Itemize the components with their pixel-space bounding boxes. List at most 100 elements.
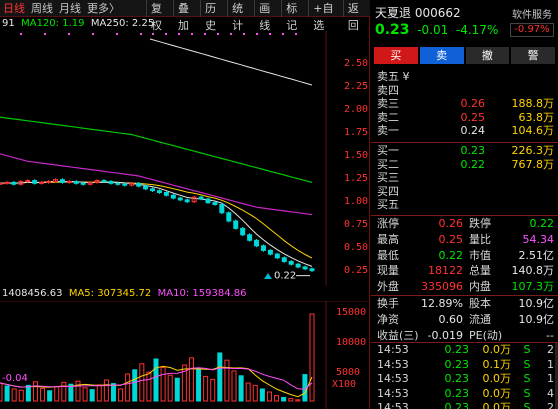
bid-row[interactable]: 买二 0.22 767.8万 (371, 158, 558, 172)
overlay-button[interactable]: 叠加 (173, 0, 200, 32)
volume-bar (309, 313, 315, 402)
marker-dot (230, 33, 232, 35)
tick-count: 2 (547, 343, 554, 356)
chart-area[interactable]: 日线 周线 月线 更多〉 复权 叠加 历史 统计 画线 标记 +自选 返回 91… (0, 0, 370, 409)
sector-change-badge: -0.97% (510, 23, 554, 37)
volume-bar (139, 363, 145, 402)
price-axis-tick: 0.25 (344, 265, 368, 276)
tick-count: 4 (547, 386, 554, 400)
ma250-label: MA250: 2.25 (90, 18, 155, 29)
stats-button[interactable]: 统计 (227, 0, 254, 32)
back-button[interactable]: 返回 (342, 0, 370, 32)
tab-monthly[interactable]: 月线 (59, 2, 81, 15)
event-marker-icon[interactable] (264, 273, 272, 279)
stat-value: 0.22 (529, 217, 555, 230)
volume-bar (0, 382, 3, 402)
candle (101, 180, 107, 183)
volume-bar (188, 357, 194, 402)
tick-row[interactable]: 14:53 0.23 0.1万 S 1 (371, 358, 558, 373)
ask-volume: 104.6万 (511, 124, 555, 138)
stat-label: 换手 (377, 296, 399, 310)
candle (309, 268, 315, 272)
volume-bar (203, 375, 209, 402)
tick-row[interactable]: 14:53 0.23 0.0万 S 2 (371, 401, 558, 409)
candle (240, 227, 246, 236)
stat-value: 107.3万 (511, 280, 555, 294)
price-change-pct: -4.17% (455, 23, 499, 37)
stat-label: 最高 (377, 232, 399, 246)
candle (129, 182, 135, 186)
tick-price: 0.23 (444, 357, 470, 371)
volume-bottom-label: -0.04 (2, 373, 28, 384)
price-axis-tick: 1.00 (344, 196, 368, 207)
ask-row[interactable]: 卖三 0.26 188.8万 (371, 97, 558, 111)
ask-row[interactable]: 卖四 (371, 84, 558, 98)
volume-bar (259, 388, 265, 402)
tick-row[interactable]: 14:53 0.23 0.0万 S 2 (371, 343, 558, 358)
tick-list[interactable]: 14:53 0.23 0.0万 S 2 14:53 0.23 0.1万 S 1 14:53 0.23 0… (371, 343, 558, 409)
book-divider (371, 142, 558, 143)
volume-bar (110, 383, 116, 402)
history-button[interactable]: 历史 (200, 0, 227, 32)
tick-price: 0.23 (444, 343, 470, 356)
tick-time: 14:53 (377, 372, 409, 385)
stat-value: 140.8万 (511, 264, 555, 278)
volume-bar (167, 374, 173, 402)
stat-row: 外盘 335096 内盘 107.3万 (371, 279, 558, 295)
tick-row[interactable]: 14:53 0.23 0.0万 S 1 (371, 372, 558, 387)
volume-bar (75, 380, 81, 402)
price-axis-tick: 0.50 (344, 242, 368, 253)
stock-title: 天夏退 000662 (375, 6, 461, 20)
volume-bar (266, 391, 272, 402)
adjust-button[interactable]: 复权 (146, 0, 173, 32)
stat-label: 内盘 (469, 280, 491, 294)
candle (260, 245, 266, 251)
candle (295, 263, 301, 268)
draw-button[interactable]: 画线 (254, 0, 281, 32)
mark-button[interactable]: 标记 (281, 0, 308, 32)
tick-scrollbar[interactable] (555, 343, 558, 409)
volume-axis-tick: 10000 (336, 337, 366, 348)
tick-row[interactable]: 14:53 0.23 0.0万 S 4 (371, 387, 558, 402)
ask-level-label: 卖一 (377, 124, 399, 138)
alert-button[interactable]: 警 (511, 47, 555, 64)
buy-button[interactable]: 买 (374, 47, 418, 64)
tab-more[interactable]: 更多〉 (87, 2, 120, 15)
candle (302, 266, 308, 270)
marker-dot (140, 33, 142, 35)
volume-bar (125, 373, 131, 402)
price-chart[interactable]: 2.50 2.25 2.00 1.75 1.50 1.25 1.00 0.75 0.50 0.25… (0, 31, 370, 286)
candle (191, 196, 197, 203)
ma-purple-line (0, 153, 313, 216)
ask-price: 0.24 (460, 124, 486, 138)
add-watchlist-button[interactable]: +自选 (308, 0, 343, 32)
tab-daily[interactable]: 日线 (3, 2, 25, 15)
ask-row[interactable]: 卖二 0.25 63.8万 (371, 111, 558, 125)
candle (52, 179, 58, 182)
candle (32, 180, 38, 184)
cancel-order-button[interactable]: 撤 (465, 47, 510, 64)
bid-price: 0.23 (460, 144, 486, 157)
period-tabs: 日线 周线 月线 更多〉 (0, 0, 123, 17)
stat-value: 0.60 (438, 312, 464, 326)
chart-buttons: 复权 叠加 历史 统计 画线 标记 +自选 返回 (146, 0, 370, 32)
volume-bar (160, 366, 166, 402)
tab-weekly[interactable]: 周线 (31, 2, 53, 15)
bid-row[interactable]: 买一 0.23 226.3万 (371, 144, 558, 158)
bid-row[interactable]: 买五 (371, 198, 558, 212)
volume-bar (68, 383, 74, 402)
volume-value: 1408456.63 (2, 288, 63, 299)
candle (18, 180, 24, 185)
ma120-line (0, 116, 313, 183)
bid-row[interactable]: 买四 (371, 185, 558, 199)
tick-volume: 0.0万 (482, 401, 512, 409)
bid-level-label: 买五 (377, 198, 399, 212)
volume-bar (25, 384, 31, 402)
volume-unit-label: X100 (332, 379, 356, 390)
candle (108, 180, 114, 184)
bid-row[interactable]: 买三 (371, 171, 558, 185)
sector-label[interactable]: 软件服务 (512, 10, 552, 21)
ask-row[interactable]: 卖一 0.24 104.6万 (371, 124, 558, 138)
sell-button[interactable]: 卖 (419, 47, 464, 64)
